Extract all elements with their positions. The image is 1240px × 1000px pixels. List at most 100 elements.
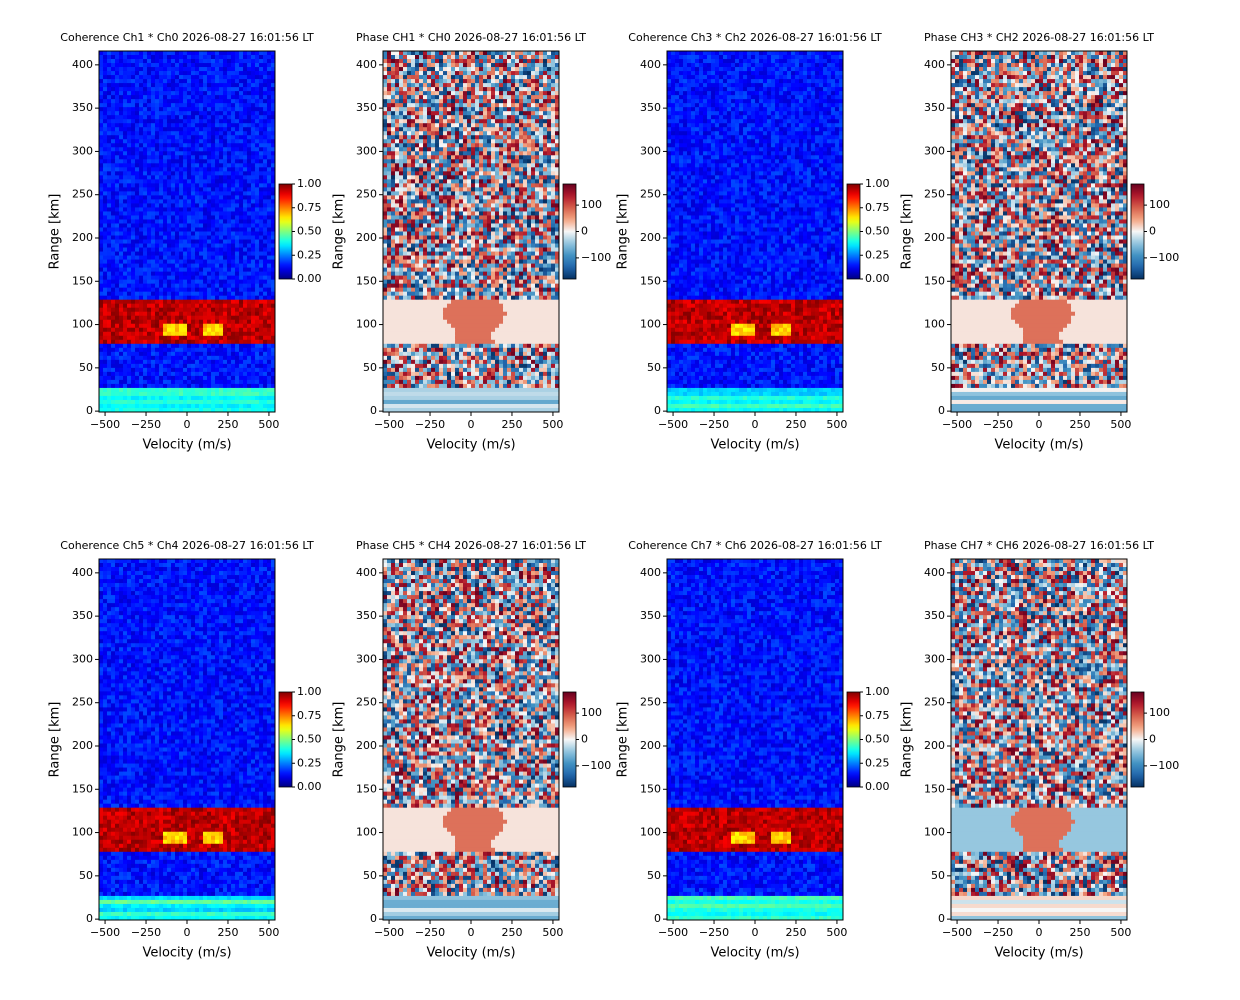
y-tick-label: 0 [654, 404, 661, 417]
colorbar-tick-label: 1.00 [297, 177, 322, 190]
colorbar-tick-label: 0.75 [865, 201, 890, 214]
colorbar-tick-label: 0.50 [297, 733, 322, 746]
chart-title: Coherence Ch1 * Ch0 2026-08-27 16:01:56 … [60, 31, 314, 44]
chart-title: Coherence Ch3 * Ch2 2026-08-27 16:01:56 … [628, 31, 882, 44]
y-tick-label: 400 [72, 58, 93, 71]
x-tick-label: 500 [258, 926, 279, 939]
y-tick-label: 0 [938, 404, 945, 417]
x-tick-label: −500 [658, 926, 688, 939]
y-tick-label: 350 [640, 101, 661, 114]
y-tick-label: 50 [931, 361, 945, 374]
y-tick-label: 250 [924, 188, 945, 201]
x-tick-label: 500 [826, 926, 847, 939]
panel: Coherence Ch5 * Ch4 2026-08-27 16:01:56 … [48, 539, 322, 961]
x-tick-label: 0 [1036, 926, 1043, 939]
x-tick-label: −500 [942, 926, 972, 939]
heatmap [383, 51, 559, 412]
heatmap [951, 51, 1127, 412]
y-tick-label: 300 [72, 144, 93, 157]
heatmap [383, 559, 559, 920]
y-tick-label: 100 [356, 826, 377, 839]
x-tick-label: 500 [1110, 926, 1131, 939]
chart-title: Coherence Ch5 * Ch4 2026-08-27 16:01:56 … [60, 539, 314, 552]
x-tick-label: 0 [468, 418, 475, 431]
chart-title: Phase CH3 * CH2 2026-08-27 16:01:56 LT [924, 31, 1154, 44]
y-tick-label: 200 [640, 231, 661, 244]
y-tick-label: 350 [72, 609, 93, 622]
y-tick-label: 350 [356, 609, 377, 622]
panel: Coherence Ch1 * Ch0 2026-08-27 16:01:56 … [48, 31, 322, 453]
y-tick-label: 250 [72, 188, 93, 201]
y-tick-label: 400 [640, 566, 661, 579]
x-tick-label: −500 [374, 926, 404, 939]
colorbar-tick-label: −100 [1149, 759, 1179, 772]
panel: Phase CH1 * CH0 2026-08-27 16:01:56 LT−5… [332, 31, 612, 453]
x-tick-label: −250 [131, 418, 161, 431]
colorbar-tick-label: 0 [1149, 225, 1156, 238]
colorbar-tick-label: 0.75 [297, 709, 322, 722]
colorbar-tick-label: −100 [581, 251, 611, 264]
colorbar-tick-label: 0.50 [865, 225, 890, 238]
x-tick-label: −250 [983, 926, 1013, 939]
y-tick-label: 300 [924, 144, 945, 157]
x-tick-label: 250 [785, 926, 806, 939]
colorbar-tick-label: 0.75 [297, 201, 322, 214]
x-tick-label: 500 [1110, 418, 1131, 431]
y-tick-label: 250 [356, 696, 377, 709]
colorbar [847, 692, 860, 787]
colorbar-tick-label: 0.00 [297, 780, 322, 793]
y-tick-label: 250 [356, 188, 377, 201]
y-tick-label: 300 [72, 652, 93, 665]
y-tick-label: 250 [640, 188, 661, 201]
x-tick-label: −500 [658, 418, 688, 431]
y-tick-label: 200 [924, 231, 945, 244]
x-axis-label: Velocity (m/s) [426, 438, 515, 453]
x-tick-label: −250 [415, 926, 445, 939]
y-tick-label: 100 [640, 826, 661, 839]
x-tick-label: −250 [983, 418, 1013, 431]
x-tick-label: 0 [468, 926, 475, 939]
y-tick-label: 400 [72, 566, 93, 579]
heatmap [99, 559, 275, 920]
y-axis-label: Range [km] [48, 702, 63, 778]
y-tick-label: 100 [924, 318, 945, 331]
x-tick-label: −250 [415, 418, 445, 431]
y-tick-label: 100 [640, 318, 661, 331]
y-tick-label: 150 [356, 782, 377, 795]
x-tick-label: 0 [752, 926, 759, 939]
y-tick-label: 50 [647, 869, 661, 882]
y-tick-label: 50 [931, 869, 945, 882]
colorbar-tick-label: 0.00 [297, 272, 322, 285]
colorbar-tick-label: 1.00 [865, 177, 890, 190]
x-axis-label: Velocity (m/s) [142, 438, 231, 453]
panel: Phase CH3 * CH2 2026-08-27 16:01:56 LT −5… [900, 31, 1180, 453]
colorbar-tick-label: 0.00 [865, 780, 890, 793]
heatmap [99, 51, 275, 412]
x-tick-label: −500 [942, 418, 972, 431]
x-axis-label: Velocity (m/s) [994, 946, 1083, 961]
y-tick-label: 400 [924, 58, 945, 71]
x-tick-label: 0 [184, 926, 191, 939]
y-tick-label: 50 [647, 361, 661, 374]
y-tick-label: 0 [370, 912, 377, 925]
x-tick-label: −250 [699, 418, 729, 431]
colorbar-tick-label: 0.00 [865, 272, 890, 285]
heatmap [951, 559, 1127, 920]
y-tick-label: 300 [640, 652, 661, 665]
x-tick-label: 250 [217, 926, 238, 939]
y-tick-label: 300 [356, 144, 377, 157]
y-tick-label: 200 [72, 739, 93, 752]
y-tick-label: 0 [938, 912, 945, 925]
colorbar-tick-label: 0.25 [865, 248, 890, 261]
y-tick-label: 300 [924, 652, 945, 665]
y-tick-label: 300 [356, 652, 377, 665]
y-tick-label: 350 [640, 609, 661, 622]
y-tick-label: 100 [356, 318, 377, 331]
colorbar [563, 692, 576, 787]
colorbar-tick-label: 1.00 [865, 685, 890, 698]
colorbar [847, 184, 860, 279]
x-tick-label: 250 [217, 418, 238, 431]
x-axis-label: Velocity (m/s) [710, 946, 799, 961]
colorbar-tick-label: 0.25 [865, 756, 890, 769]
